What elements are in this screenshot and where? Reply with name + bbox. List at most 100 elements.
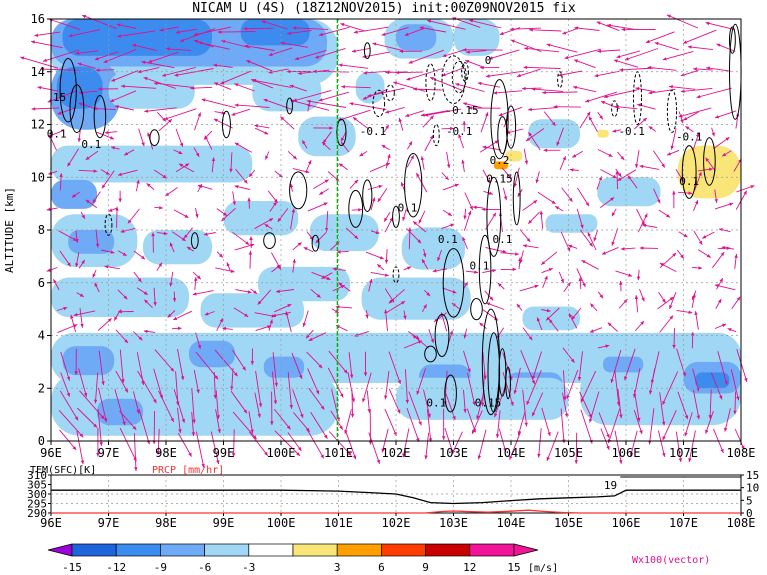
wind-vector-head: [571, 315, 576, 320]
wind-vector-head: [461, 159, 465, 164]
wind-vector-head: [419, 26, 424, 30]
wind-vector: [408, 227, 411, 250]
wind-vector: [337, 109, 371, 121]
wind-vector-head: [589, 242, 593, 247]
wind-vector-head: [403, 315, 407, 320]
contour-negative: [461, 62, 469, 82]
wind-vector: [498, 428, 507, 452]
wind-vector-head: [694, 311, 698, 315]
wind-vector-head: [601, 251, 606, 255]
wind-vector-head: [418, 219, 422, 224]
colorbar-cell: [115, 543, 161, 557]
wind-shade-patch: [522, 306, 580, 331]
wind-vector-head: [313, 69, 317, 74]
wind-vector: [529, 29, 562, 32]
wind-vector-head: [729, 202, 734, 206]
wind-vector-head: [43, 58, 47, 62]
wind-vector-head: [93, 399, 98, 404]
wind-vector-head: [326, 276, 331, 280]
wind-vector-head: [100, 415, 105, 420]
wind-vector-head: [223, 212, 228, 216]
wind-vector-head: [68, 33, 73, 38]
colorbar-tick-label: -3: [242, 561, 255, 574]
wind-vector-head: [716, 43, 721, 47]
wind-vector-head: [158, 262, 162, 267]
wind-vector-head: [610, 379, 614, 383]
contour-positive: [93, 95, 107, 139]
wind-vector-head: [597, 49, 602, 53]
vector-layer: [20, 14, 755, 472]
wind-vector-head: [385, 70, 390, 75]
wind-vector-head: [493, 91, 498, 95]
wind-vector: [340, 23, 366, 32]
wind-vector: [248, 431, 269, 456]
wind-vector-head: [103, 59, 108, 63]
wind-vector: [517, 410, 526, 436]
contour-label: 0.1: [47, 128, 67, 141]
wind-vector: [597, 49, 621, 52]
wind-vector-head: [170, 367, 174, 372]
wind-vector-head: [523, 65, 528, 70]
wind-vector-head: [402, 216, 406, 221]
wind-vector: [40, 68, 79, 71]
wind-vector: [542, 91, 578, 94]
wind-vector-head: [353, 30, 358, 34]
wind-vector-head: [619, 281, 623, 285]
wind-vector-head: [558, 73, 563, 77]
wind-vector-head: [534, 284, 539, 289]
wind-vector: [388, 351, 401, 385]
wind-vector-head: [351, 398, 355, 403]
wind-vector-head: [574, 460, 578, 464]
contour-label: 0.15: [475, 397, 502, 410]
wind-vector-head: [292, 155, 297, 160]
wind-vector-head: [532, 375, 536, 380]
wind-vector-head: [577, 376, 582, 381]
wind-vector-head: [546, 316, 550, 321]
surface-y2-tick-label: 0: [746, 507, 753, 520]
wind-vector-head: [662, 452, 666, 457]
wind-vector-head: [586, 111, 591, 116]
wind-vector-head: [486, 302, 491, 306]
wind-vector-head: [429, 135, 434, 140]
wind-vector-head: [589, 418, 593, 423]
wind-vector-head: [274, 382, 278, 387]
wind-vector: [372, 42, 404, 52]
wind-vector-head: [633, 393, 637, 398]
wind-vector-head: [40, 67, 45, 71]
wind-vector: [531, 88, 564, 92]
wind-vector-head: [410, 155, 414, 160]
wind-vector-head: [684, 415, 689, 420]
wind-vector-head: [420, 156, 425, 161]
surface-x-tick-label: 100E: [267, 516, 296, 530]
wind-vector: [291, 352, 303, 380]
wind-vector-head: [669, 85, 673, 89]
wind-vector: [607, 408, 621, 444]
surface-prcp-label: PRCP [mm/hr]: [152, 465, 224, 476]
wind-vector-head: [489, 296, 494, 301]
wind-vector: [574, 27, 600, 31]
contour-positive: [69, 84, 85, 133]
wind-vector-head: [369, 279, 373, 283]
wind-vector: [97, 409, 102, 446]
wind-vector-head: [137, 69, 142, 74]
wind-vector: [610, 349, 622, 384]
wind-vector-head: [31, 40, 35, 44]
wind-vector-head: [547, 432, 551, 436]
wind-vector-head: [413, 221, 417, 226]
wind-vector-head: [104, 130, 109, 135]
wind-vector-head: [488, 56, 493, 60]
wind-vector-head: [315, 390, 320, 395]
wind-vector-head: [549, 319, 553, 324]
wind-vector-head: [319, 32, 323, 37]
colorbar-tick-label: -6: [198, 561, 211, 574]
wind-vector: [98, 387, 107, 423]
wind-vector-head: [515, 252, 519, 256]
y-tick-label: 12: [31, 118, 45, 132]
wind-vector-head: [92, 199, 97, 204]
wind-vector: [261, 20, 288, 30]
wind-vector-head: [156, 450, 161, 455]
wind-vector-head: [70, 314, 74, 319]
wind-vector-head: [193, 277, 198, 281]
wind-vector: [177, 348, 184, 381]
wind-vector: [153, 368, 163, 400]
